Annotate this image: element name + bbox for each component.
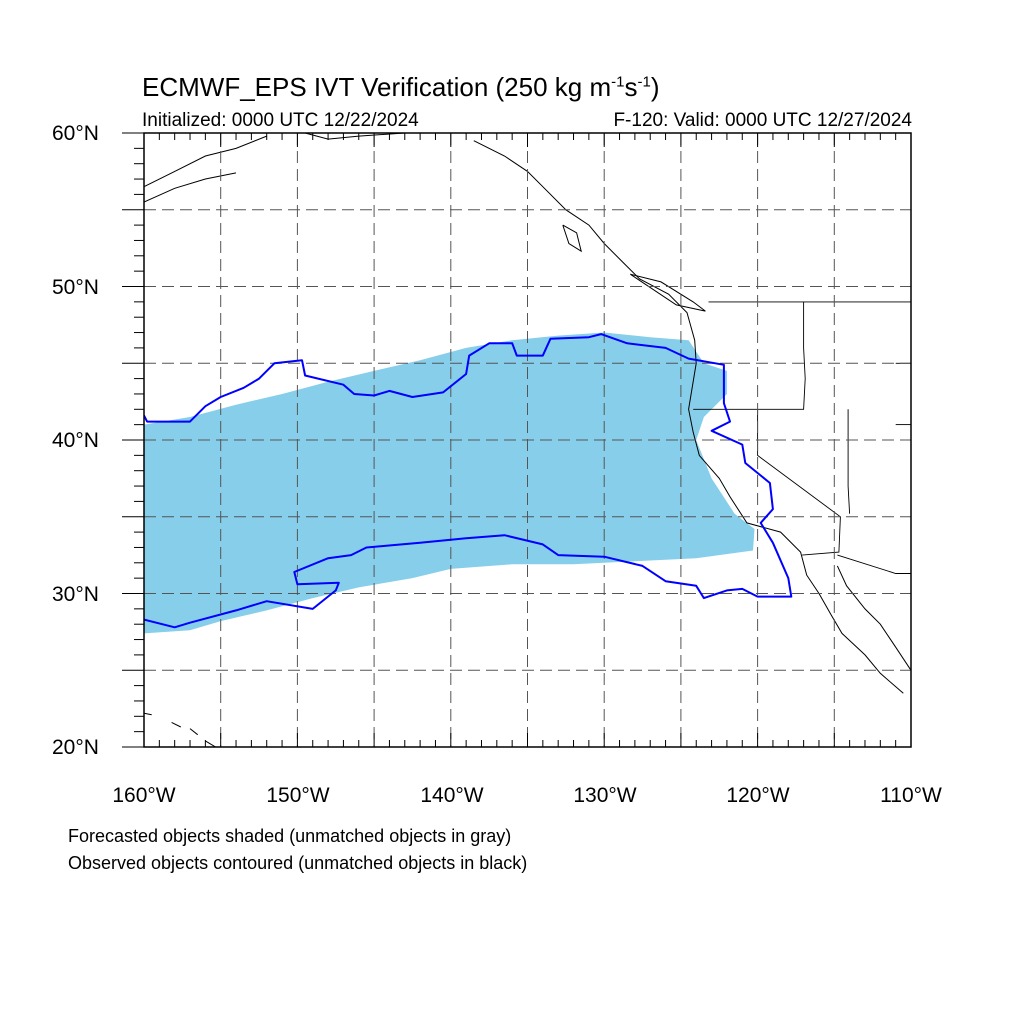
title-text: ECMWF_EPS IVT Verification (250 kg m <box>142 72 612 102</box>
coastline-10 <box>205 740 217 747</box>
coastline-7 <box>144 712 152 716</box>
coastline-4 <box>836 565 911 671</box>
title-close: ) <box>650 72 660 102</box>
boundary-7 <box>837 554 911 574</box>
coastline-6 <box>630 273 706 312</box>
lon-label-130w: 130°W <box>573 784 637 807</box>
lon-label-120w: 120°W <box>726 784 790 807</box>
lat-label-60n: 60°N <box>52 122 99 145</box>
lat-label-40n: 40°N <box>52 429 99 452</box>
coastline-9 <box>189 728 199 736</box>
coastline-1 <box>144 172 237 203</box>
forecast-legend-note: Forecasted objects shaded (unmatched obj… <box>68 826 512 846</box>
coastline-8 <box>171 721 182 728</box>
lat-label-20n: 20°N <box>52 736 99 759</box>
title-exponent-2: -1 <box>637 73 651 91</box>
init-time-label: Initialized: 0000 UTC 12/22/2024 <box>142 110 419 131</box>
coastline-3 <box>473 140 904 694</box>
map-content <box>144 133 911 747</box>
lon-label-140w: 140°W <box>420 784 484 807</box>
coastline-5 <box>562 224 582 253</box>
lon-label-150w: 150°W <box>266 784 330 807</box>
boundary-2 <box>693 301 806 410</box>
lat-label-30n: 30°N <box>52 583 99 606</box>
boundary-4 <box>847 409 851 514</box>
forecast-object-shading <box>144 332 755 634</box>
coastline-0 <box>144 135 267 188</box>
observed-object-contour <box>144 333 793 629</box>
title-unit-s: s <box>624 72 638 102</box>
chart-title: ECMWF_EPS IVT Verification (250 kg m-1s-… <box>142 72 659 103</box>
title-exponent-1: -1 <box>611 73 625 91</box>
lon-label-160w: 160°W <box>112 784 176 807</box>
observed-legend-note: Observed objects contoured (unmatched ob… <box>68 853 528 873</box>
valid-time-label: F-120: Valid: 0000 UTC 12/27/2024 <box>613 110 912 131</box>
lon-label-110w: 110°W <box>880 784 942 807</box>
lat-label-50n: 50°N <box>52 276 99 299</box>
